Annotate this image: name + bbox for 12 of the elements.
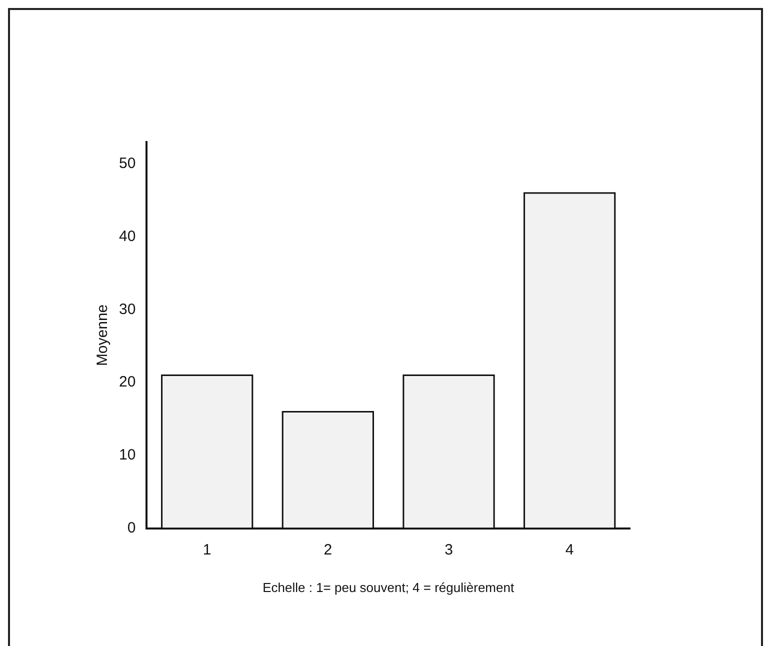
- x-axis-title: Echelle : 1= peu souvent; 4 = régulièrement: [262, 580, 514, 595]
- x-tick-label: 3: [444, 542, 453, 559]
- y-axis-title: Moyenne: [94, 304, 112, 366]
- x-tick-label: 1: [202, 542, 212, 559]
- y-tick-label: 30: [118, 300, 136, 318]
- y-tick-label: 10: [118, 446, 136, 464]
- y-tick-label: 20: [118, 374, 136, 391]
- x-tick-label: 4: [565, 542, 574, 559]
- x-tick-label: 2: [324, 542, 332, 559]
- y-tick-label: 40: [118, 228, 136, 245]
- y-tick-label: 0: [127, 520, 136, 537]
- y-tick-label: 50: [118, 155, 136, 172]
